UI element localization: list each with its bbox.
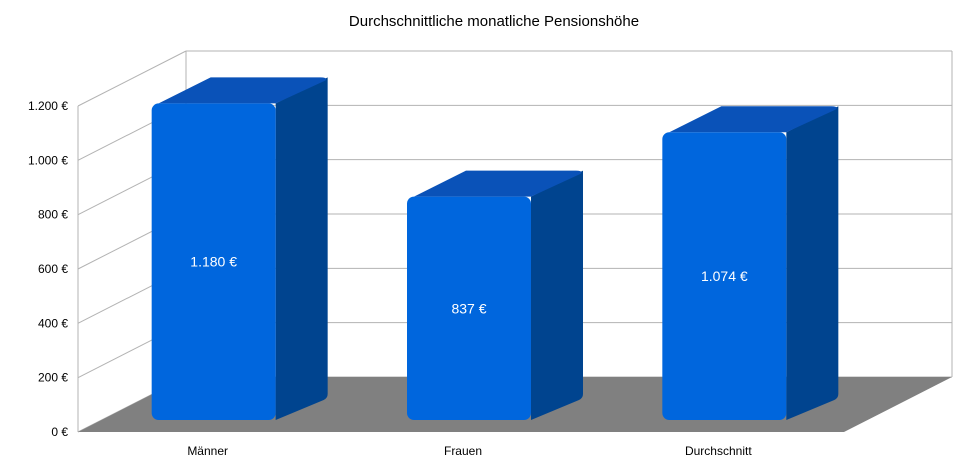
- x-category-label: Frauen: [444, 444, 482, 458]
- x-axis-categories: Männer Frauen Durchschnitt: [187, 444, 752, 458]
- y-tick-label: 600 €: [38, 262, 68, 276]
- bar-data-label: 1.180 €: [190, 254, 237, 270]
- bar-front-face: [407, 196, 531, 420]
- bar-top-face: [158, 77, 327, 104]
- bar-top-face: [669, 106, 837, 133]
- y-tick-label: 400 €: [38, 316, 68, 330]
- bar-front-face: [662, 132, 787, 421]
- bar-data-label: 837 €: [451, 300, 486, 316]
- y-tick-label: 1.000 €: [28, 153, 68, 167]
- bar-side-face: [531, 170, 583, 420]
- bar-front-face: [151, 103, 276, 420]
- chart-title: Durchschnittliche monatliche Pensionshöh…: [349, 13, 639, 30]
- bar-side-face: [786, 106, 839, 420]
- bar-side-face: [275, 77, 328, 420]
- y-tick-label: 200 €: [38, 371, 68, 385]
- y-tick-label: 800 €: [38, 208, 68, 222]
- y-tick-label: 1.200 €: [28, 99, 68, 113]
- y-tick-label: 0 €: [51, 425, 68, 439]
- x-category-label: Durchschnitt: [685, 444, 752, 458]
- bar-data-label: 1.074 €: [701, 268, 748, 284]
- side-gridline: [77, 50, 187, 107]
- bar-top-face: [414, 170, 582, 197]
- y-axis-ticks: 0 € 200 € 400 € 600 € 800 € 1.000 € 1.200 €: [28, 99, 68, 439]
- bars: 1.180 € 837 € 1.074 €: [151, 77, 839, 421]
- x-category-label: Männer: [187, 444, 228, 458]
